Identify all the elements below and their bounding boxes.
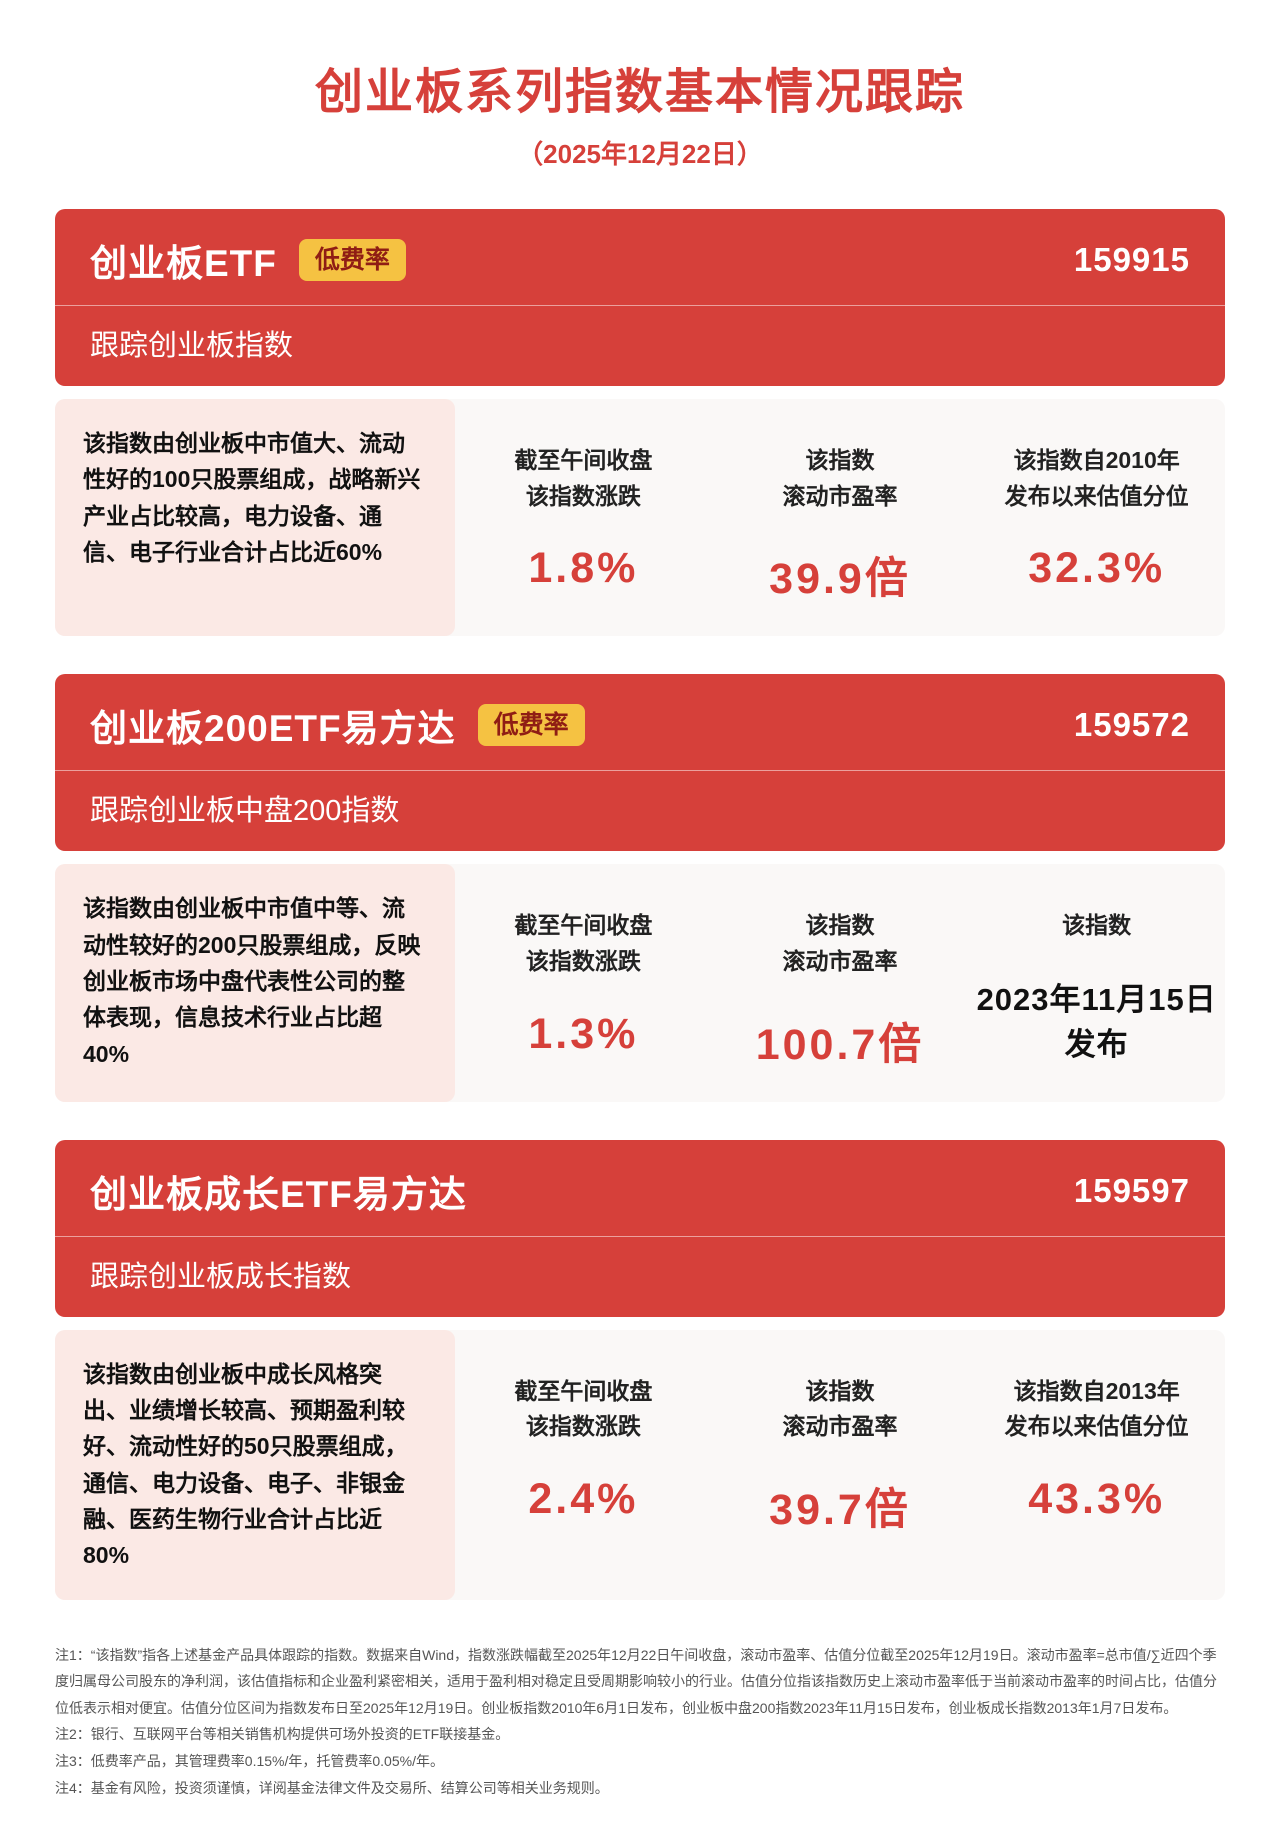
- card-header: 创业板成长ETF易方达 159597 跟踪创业板成长指数: [55, 1139, 1225, 1317]
- stat-value: 2023年11月15日 发布: [968, 978, 1225, 1068]
- stat-value: 1.3%: [528, 1009, 639, 1058]
- tracking-index-label: 跟踪创业板指数: [55, 305, 1225, 386]
- stat-rolling-pe: 该指数 滚动市盈率 100.7倍: [712, 864, 969, 1071]
- footnotes: 注1：“该指数”指各上述基金产品具体跟踪的指数。数据来自Wind，指数涨跌幅截至…: [55, 1642, 1225, 1802]
- etf-name: 创业板200ETF易方达: [90, 708, 456, 750]
- page-title: 创业板系列指数基本情况跟踪: [314, 66, 965, 119]
- low-fee-badge: 低费率: [298, 239, 406, 281]
- low-fee-badge: 低费率: [477, 704, 585, 747]
- release-date-line: 2023年11月15日: [976, 981, 1217, 1017]
- index-description: 该指数由创业板中市值中等、流动性较好的200只股票组成，反映创业板市场中盘代表性…: [55, 864, 455, 1102]
- page-date: （2025年12月22日）: [517, 139, 763, 169]
- card-header: 创业板200ETF易方达 低费率 159572 跟踪创业板中盘200指数: [55, 674, 1225, 852]
- stat-label-line: 该指数: [1062, 912, 1132, 939]
- etf-card-159915: 创业板ETF 低费率 159915 跟踪创业板指数 该指数由创业板中市值大、流动…: [55, 209, 1225, 637]
- stat-label-line: 该指数: [805, 447, 875, 473]
- stat-midday-change: 截至午间收盘 该指数涨跌 1.8%: [455, 399, 712, 606]
- stat-value: 32.3%: [1028, 544, 1166, 593]
- tracking-index-label: 跟踪创业板中盘200指数: [55, 770, 1225, 851]
- stat-label-line: 截至午间收盘: [514, 912, 653, 939]
- stat-midday-change: 截至午间收盘 该指数涨跌 2.4%: [455, 1330, 712, 1570]
- stat-value: 2.4%: [528, 1474, 639, 1523]
- stat-value: 100.7倍: [755, 1020, 925, 1069]
- stat-label-line: 发布以来估值分位: [1004, 482, 1189, 509]
- etf-code: 159915: [1073, 241, 1190, 278]
- stat-valuation-percentile: 该指数自2010年 发布以来估值分位 32.3%: [968, 399, 1225, 606]
- card-header-top: 创业板ETF 低费率 159915: [55, 209, 1225, 305]
- stat-rolling-pe: 该指数 滚动市盈率 39.7倍: [712, 1330, 969, 1570]
- stats-row: 截至午间收盘 该指数涨跌 2.4% 该指数 滚动市盈率 39.7倍 该指数自20…: [455, 1330, 1225, 1600]
- stat-value: 39.9倍: [769, 555, 911, 604]
- stat-valuation-percentile: 该指数自2013年 发布以来估值分位 43.3%: [968, 1330, 1225, 1570]
- stat-label-line: 该指数: [805, 1377, 875, 1404]
- card-header-top: 创业板200ETF易方达 低费率 159572: [55, 674, 1225, 770]
- stats-row: 截至午间收盘 该指数涨跌 1.3% 该指数 滚动市盈率 100.7倍 该指数 2…: [455, 864, 1225, 1101]
- etf-code: 159597: [1073, 1171, 1190, 1209]
- stat-label-line: 该指数涨跌: [525, 482, 641, 509]
- etf-card-159572: 创业板200ETF易方达 低费率 159572 跟踪创业板中盘200指数 该指数…: [55, 674, 1225, 1102]
- stat-label-line: 滚动市盈率: [782, 947, 898, 974]
- etf-card-159597: 创业板成长ETF易方达 159597 跟踪创业板成长指数 该指数由创业板中成长风…: [55, 1139, 1225, 1600]
- stat-release-date: 该指数 2023年11月15日 发布: [968, 864, 1225, 1071]
- stat-rolling-pe: 该指数 滚动市盈率 39.9倍: [712, 399, 969, 606]
- stat-label-line: 该指数涨跌: [525, 1413, 641, 1440]
- footnote-3: 注3：低费率产品，其管理费率0.15%/年，托管费率0.05%/年。: [55, 1752, 444, 1769]
- index-description: 该指数由创业板中市值大、流动性好的100只股票组成，战略新兴产业占比较高，电力设…: [55, 399, 455, 637]
- stat-label-line: 发布以来估值分位: [1004, 1413, 1189, 1440]
- stat-label-line: 该指数涨跌: [525, 947, 641, 974]
- stat-value: 1.8%: [528, 544, 639, 593]
- stat-label-line: 截至午间收盘: [514, 1377, 653, 1404]
- footnote-4: 注4：基金有风险，投资须谨慎，详阅基金法律文件及交易所、结算公司等相关业务规则。: [55, 1779, 609, 1796]
- etf-code: 159572: [1073, 706, 1190, 744]
- stat-label-line: 滚动市盈率: [782, 1413, 898, 1440]
- etf-name: 创业板ETF: [90, 243, 277, 284]
- stat-label-line: 该指数自2013年: [1013, 1377, 1180, 1404]
- stat-value: 39.7倍: [769, 1485, 911, 1534]
- stat-label-line: 截至午间收盘: [514, 447, 653, 473]
- index-description: 该指数由创业板中成长风格突出、业绩增长较高、预期盈利较好、流动性好的50只股票组…: [55, 1329, 455, 1600]
- card-body: 该指数由创业板中成长风格突出、业绩增长较高、预期盈利较好、流动性好的50只股票组…: [55, 1329, 1225, 1600]
- stats-row: 截至午间收盘 该指数涨跌 1.8% 该指数 滚动市盈率 39.9倍 该指数自20…: [455, 399, 1225, 636]
- card-body: 该指数由创业板中市值中等、流动性较好的200只股票组成，反映创业板市场中盘代表性…: [55, 864, 1225, 1102]
- stat-label-line: 滚动市盈率: [782, 482, 898, 509]
- card-header: 创业板ETF 低费率 159915 跟踪创业板指数: [55, 209, 1225, 386]
- stat-label-line: 该指数: [805, 912, 875, 939]
- stat-value: 43.3%: [1028, 1474, 1166, 1523]
- footnote-1: 注1：“该指数”指各上述基金产品具体跟踪的指数。数据来自Wind，指数涨跌幅截至…: [55, 1646, 1217, 1716]
- release-date-line: 发布: [1064, 1026, 1129, 1062]
- etf-name: 创业板成长ETF易方达: [90, 1173, 467, 1215]
- card-header-top: 创业板成长ETF易方达 159597: [55, 1140, 1225, 1236]
- stat-label-line: 该指数自2010年: [1013, 447, 1180, 473]
- footnote-2: 注2：银行、互联网平台等相关销售机构提供可场外投资的ETF联接基金。: [55, 1726, 510, 1743]
- tracking-index-label: 跟踪创业板成长指数: [55, 1235, 1225, 1317]
- card-body: 该指数由创业板中市值大、流动性好的100只股票组成，战略新兴产业占比较高，电力设…: [55, 399, 1225, 637]
- stat-midday-change: 截至午间收盘 该指数涨跌 1.3%: [455, 864, 712, 1071]
